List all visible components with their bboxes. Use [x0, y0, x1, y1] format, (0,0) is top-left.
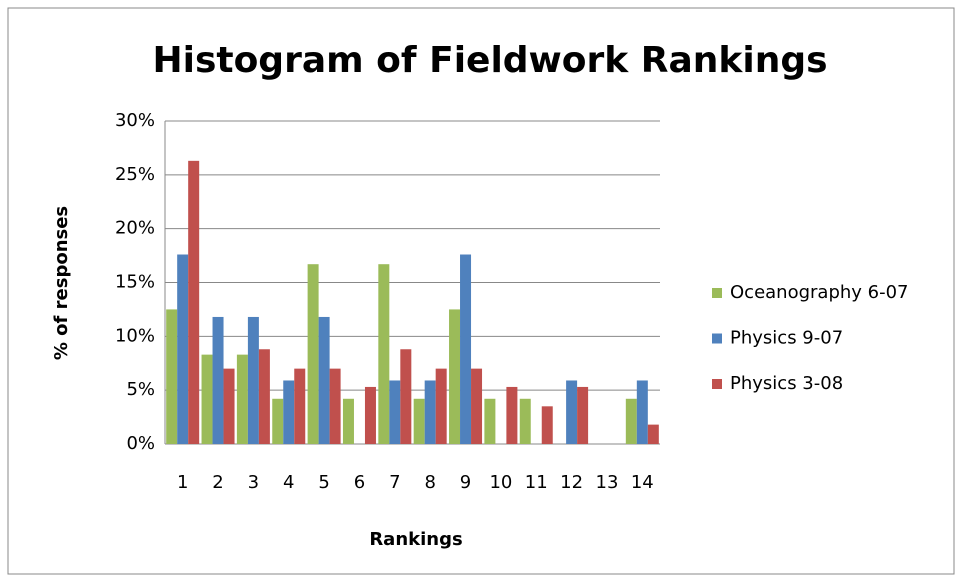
x-tick-label: 1	[177, 472, 188, 493]
x-tick-label: 13	[596, 472, 619, 493]
x-tick-label: 9	[460, 472, 471, 493]
bar	[378, 264, 390, 444]
bar	[484, 398, 496, 444]
bar	[636, 380, 648, 444]
y-tick-label: 0%	[126, 433, 155, 454]
bar	[566, 380, 578, 444]
bar	[307, 264, 319, 444]
x-tick-label: 11	[525, 472, 548, 493]
bar	[471, 368, 483, 444]
bar	[177, 254, 189, 444]
bar	[236, 354, 248, 444]
bar	[541, 406, 553, 444]
x-tick-label: 14	[631, 472, 654, 493]
y-tick-label: 10%	[115, 325, 155, 346]
legend-swatch	[712, 379, 722, 389]
bar	[223, 368, 235, 444]
bar	[400, 349, 412, 444]
x-tick-label: 6	[354, 472, 365, 493]
bar	[519, 398, 531, 444]
bar	[389, 380, 401, 444]
bar	[449, 309, 461, 444]
x-axis-label: Rankings	[369, 529, 462, 550]
bar	[625, 398, 637, 444]
bar	[201, 354, 213, 444]
legend-label: Physics 9-07	[730, 328, 843, 349]
bar	[506, 386, 518, 444]
x-tick-label: 10	[489, 472, 512, 493]
y-axis-label: % of responses	[51, 206, 72, 360]
bar	[364, 386, 376, 444]
legend-swatch	[712, 288, 722, 298]
bar	[283, 380, 295, 444]
bar	[413, 398, 425, 444]
bar	[329, 368, 341, 444]
bar	[318, 316, 330, 444]
y-tick-label: 25%	[115, 164, 155, 185]
bar	[435, 368, 447, 444]
legend-label: Physics 3-08	[730, 373, 843, 394]
y-tick-label: 20%	[115, 218, 155, 239]
x-tick-label: 12	[560, 472, 583, 493]
y-tick-label: 15%	[115, 272, 155, 293]
bar	[342, 398, 354, 444]
x-tick-label: 8	[424, 472, 435, 493]
chart-border	[7, 7, 955, 575]
bar	[166, 309, 178, 444]
bar	[460, 254, 472, 444]
bar	[647, 424, 659, 444]
bar	[258, 349, 270, 444]
legend-swatch	[712, 333, 722, 344]
x-tick-label: 7	[389, 472, 400, 493]
bar	[294, 368, 306, 444]
chart-title: Histogram of Fieldwork Rankings	[152, 40, 827, 81]
y-tick-label: 5%	[126, 379, 155, 400]
bar	[247, 316, 259, 444]
bar	[188, 160, 200, 444]
bar	[577, 386, 589, 444]
bar	[424, 380, 436, 444]
bar	[212, 316, 224, 444]
y-tick-label: 30%	[115, 110, 155, 131]
x-tick-label: 4	[283, 472, 294, 493]
x-tick-label: 3	[248, 472, 259, 493]
legend-label: Oceanography 6-07	[730, 282, 909, 303]
x-tick-label: 5	[318, 472, 329, 493]
bar	[272, 398, 284, 444]
x-tick-label: 2	[212, 472, 223, 493]
